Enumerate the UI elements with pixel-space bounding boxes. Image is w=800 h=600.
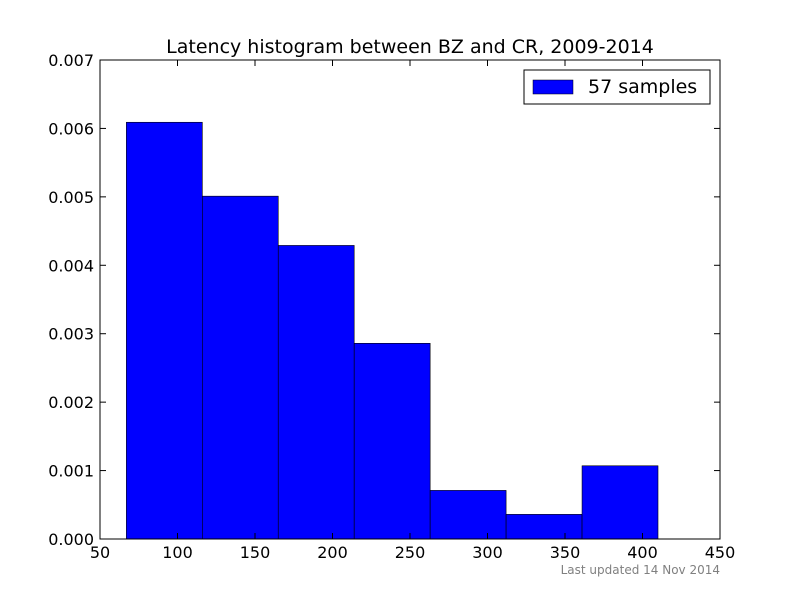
histogram-bars <box>126 121 659 540</box>
histogram-bar-5 <box>429 490 507 540</box>
histogram-bar-7 <box>581 465 659 540</box>
axis-ticks: 50 100 150 200 250 300 350 400 450 0.000 0.001 0.00… <box>48 51 735 562</box>
x-tick-label: 150 <box>240 543 271 562</box>
histogram-bar-6 <box>505 514 583 540</box>
legend: 57 samples <box>523 69 711 105</box>
y-tick-label: 0.005 <box>48 188 94 207</box>
x-tick-label: 300 <box>472 543 503 562</box>
x-tick-label: 50 <box>90 543 110 562</box>
legend-swatch <box>532 79 574 95</box>
plot-frame <box>99 59 721 540</box>
x-tick-label: 450 <box>705 543 736 562</box>
legend-label: 57 samples <box>588 76 697 98</box>
last-updated-note: Last updated 14 Nov 2014 <box>561 563 720 577</box>
y-tick-label: 0.007 <box>48 51 94 70</box>
y-tick-label: 0.000 <box>48 530 94 549</box>
x-tick-label: 250 <box>395 543 426 562</box>
x-tick-label: 350 <box>550 543 581 562</box>
chart-title: Latency histogram between BZ and CR, 200… <box>166 36 654 58</box>
histogram-bar-1 <box>126 121 203 540</box>
y-tick-label: 0.001 <box>48 462 94 481</box>
histogram-bar-4 <box>353 342 431 540</box>
histogram-bar-3 <box>277 245 355 540</box>
x-tick-label: 400 <box>627 543 658 562</box>
y-tick-label: 0.002 <box>48 393 94 412</box>
y-tick-label: 0.003 <box>48 325 94 344</box>
x-tick-label: 200 <box>317 543 348 562</box>
y-tick-label: 0.004 <box>48 256 94 275</box>
y-tick-label: 0.006 <box>48 119 94 138</box>
x-tick-label: 100 <box>162 543 193 562</box>
histogram-bar-2 <box>202 195 279 540</box>
